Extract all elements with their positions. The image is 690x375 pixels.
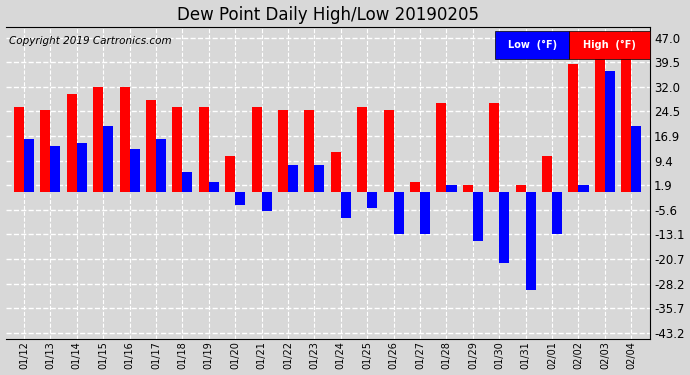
Bar [605, 70, 615, 192]
Bar [631, 126, 641, 192]
Bar [410, 182, 420, 192]
Bar [473, 192, 483, 241]
Title: Dew Point Daily High/Low 20190205: Dew Point Daily High/Low 20190205 [177, 6, 479, 24]
Bar [24, 139, 34, 192]
Bar [341, 192, 351, 218]
Bar [14, 106, 24, 192]
Bar [384, 110, 394, 192]
Bar [288, 165, 298, 192]
Bar [146, 100, 156, 192]
Bar [262, 192, 272, 211]
Bar [315, 165, 324, 192]
Bar [569, 64, 578, 192]
Bar [252, 106, 262, 192]
Bar [130, 149, 139, 192]
Bar [172, 106, 182, 192]
Bar [209, 182, 219, 192]
Bar [331, 152, 341, 192]
Bar [77, 142, 87, 192]
Bar [41, 110, 50, 192]
Text: High  (°F): High (°F) [583, 40, 636, 50]
Bar [235, 192, 245, 205]
Bar [93, 87, 104, 192]
Bar [578, 185, 589, 192]
Bar [463, 185, 473, 192]
Bar [119, 87, 130, 192]
FancyBboxPatch shape [569, 31, 650, 59]
Bar [225, 156, 235, 192]
Bar [394, 192, 404, 234]
Bar [67, 93, 77, 192]
Bar [621, 38, 631, 192]
Bar [526, 192, 535, 290]
Bar [304, 110, 315, 192]
Bar [357, 106, 367, 192]
Bar [542, 156, 552, 192]
Bar [104, 126, 113, 192]
Text: Low  (°F): Low (°F) [508, 40, 557, 50]
FancyBboxPatch shape [495, 31, 569, 59]
Bar [552, 192, 562, 234]
Bar [489, 104, 500, 192]
Bar [182, 172, 193, 192]
Bar [500, 192, 509, 264]
Bar [199, 106, 209, 192]
Bar [446, 185, 457, 192]
Text: Copyright 2019 Cartronics.com: Copyright 2019 Cartronics.com [9, 36, 171, 46]
Bar [515, 185, 526, 192]
Bar [437, 104, 446, 192]
Bar [367, 192, 377, 208]
Bar [278, 110, 288, 192]
Bar [420, 192, 430, 234]
Bar [595, 41, 605, 192]
Bar [156, 139, 166, 192]
Bar [50, 146, 61, 192]
